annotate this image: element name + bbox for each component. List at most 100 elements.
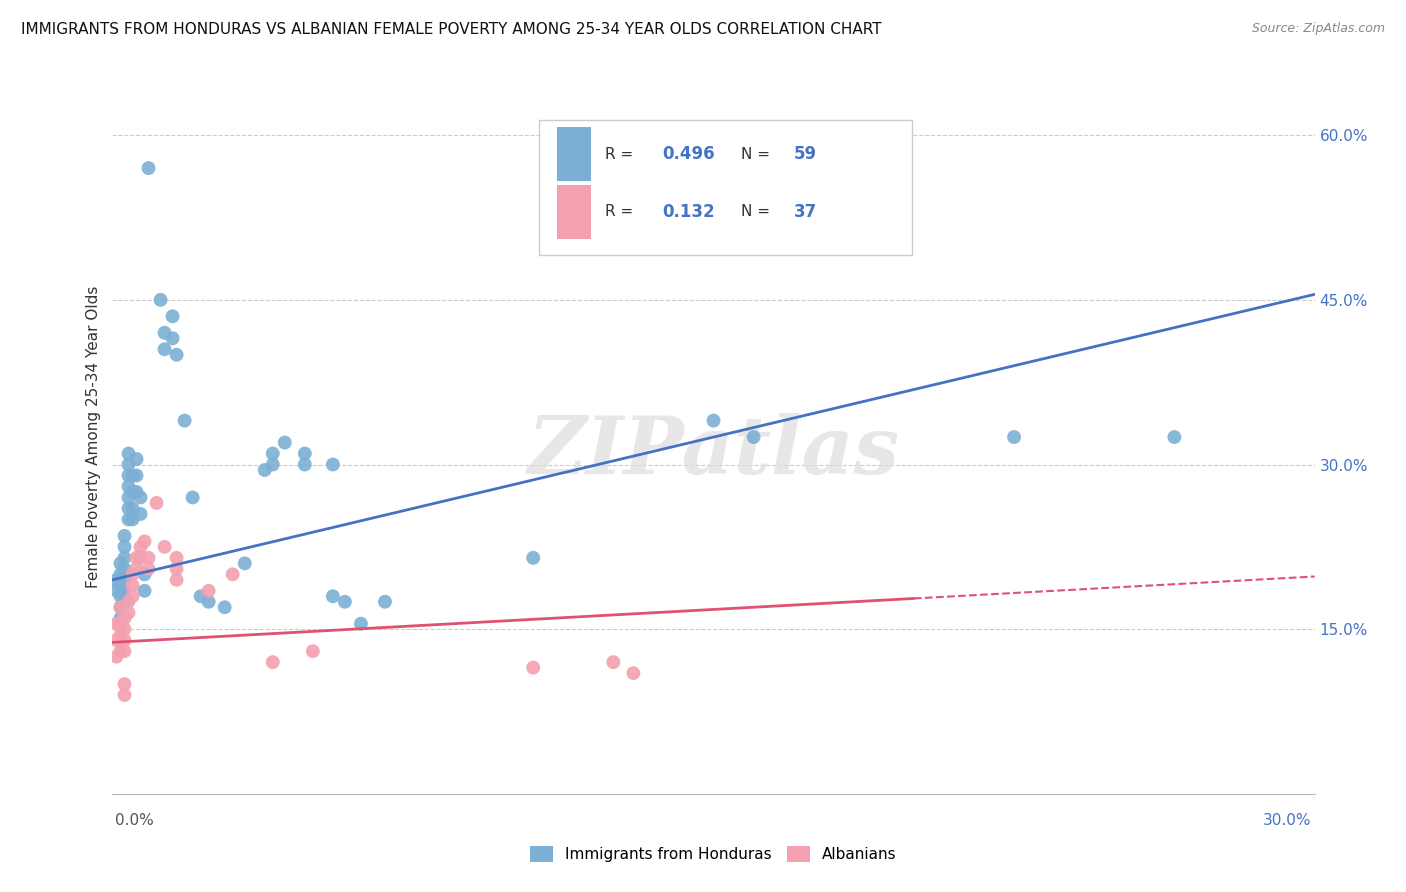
Point: [190, 589, 212, 603]
Point: [110, 600, 132, 615]
Point: [105, 649, 128, 664]
Text: 0.132: 0.132: [662, 203, 714, 221]
Point: [110, 644, 132, 658]
Point: [121, 485, 143, 500]
Point: [117, 491, 139, 505]
Point: [702, 414, 725, 428]
Point: [166, 348, 188, 362]
Point: [149, 293, 172, 307]
Point: [110, 589, 132, 603]
Bar: [557, 186, 591, 239]
Point: [322, 458, 344, 472]
Point: [114, 595, 136, 609]
Point: [166, 550, 188, 565]
Point: [162, 331, 184, 345]
Point: [197, 583, 219, 598]
Text: 59: 59: [794, 145, 817, 163]
Point: [294, 458, 316, 472]
Point: [110, 578, 132, 592]
Text: 37: 37: [794, 203, 817, 221]
Point: [117, 595, 139, 609]
Point: [233, 557, 256, 571]
Point: [162, 310, 184, 324]
Point: [129, 491, 152, 505]
Point: [166, 562, 188, 576]
Point: [121, 501, 143, 516]
Point: [138, 562, 160, 576]
Point: [121, 468, 143, 483]
Point: [262, 458, 284, 472]
Point: [117, 458, 139, 472]
Text: ZIPatlas: ZIPatlas: [527, 413, 900, 490]
Point: [110, 611, 132, 625]
Point: [302, 644, 325, 658]
Point: [125, 452, 148, 467]
Point: [1163, 430, 1185, 444]
Point: [129, 540, 152, 554]
Point: [214, 600, 236, 615]
Point: [117, 501, 139, 516]
Point: [125, 485, 148, 500]
Point: [333, 595, 356, 609]
Point: [110, 567, 132, 582]
Point: [110, 600, 132, 615]
Text: IMMIGRANTS FROM HONDURAS VS ALBANIAN FEMALE POVERTY AMONG 25-34 YEAR OLDS CORREL: IMMIGRANTS FROM HONDURAS VS ALBANIAN FEM…: [21, 22, 882, 37]
Point: [105, 583, 128, 598]
Text: R =: R =: [606, 204, 638, 219]
Point: [134, 567, 156, 582]
Point: [110, 616, 132, 631]
Text: 30.0%: 30.0%: [1264, 814, 1312, 828]
Point: [117, 446, 139, 460]
Point: [742, 430, 765, 444]
Point: [166, 573, 188, 587]
Point: [274, 435, 297, 450]
Y-axis label: Female Poverty Among 25-34 Year Olds: Female Poverty Among 25-34 Year Olds: [86, 286, 101, 588]
Point: [114, 550, 136, 565]
Point: [125, 562, 148, 576]
Point: [138, 550, 160, 565]
Point: [1002, 430, 1025, 444]
Point: [145, 496, 167, 510]
Point: [134, 583, 156, 598]
Point: [522, 550, 544, 565]
Point: [114, 573, 136, 587]
Point: [138, 161, 160, 175]
Point: [114, 644, 136, 658]
Point: [262, 655, 284, 669]
Text: Source: ZipAtlas.com: Source: ZipAtlas.com: [1251, 22, 1385, 36]
Text: R =: R =: [606, 146, 638, 161]
Point: [114, 622, 136, 636]
Point: [117, 479, 139, 493]
Point: [125, 550, 148, 565]
Point: [222, 567, 245, 582]
Point: [129, 507, 152, 521]
Text: N =: N =: [741, 204, 775, 219]
Point: [114, 529, 136, 543]
Point: [110, 557, 132, 571]
Point: [322, 589, 344, 603]
Text: N =: N =: [741, 146, 775, 161]
Point: [121, 512, 143, 526]
Point: [153, 343, 176, 357]
Point: [262, 446, 284, 460]
Point: [105, 573, 128, 587]
Point: [197, 595, 219, 609]
Point: [121, 567, 143, 582]
Point: [350, 616, 373, 631]
Point: [117, 468, 139, 483]
Point: [153, 326, 176, 340]
Text: 0.0%: 0.0%: [115, 814, 155, 828]
Text: 0.496: 0.496: [662, 145, 714, 163]
Point: [114, 677, 136, 691]
Point: [621, 666, 644, 681]
Point: [121, 589, 143, 603]
Point: [110, 628, 132, 642]
Point: [294, 446, 316, 460]
Point: [121, 578, 143, 592]
Point: [134, 534, 156, 549]
Point: [374, 595, 396, 609]
Point: [114, 562, 136, 576]
Point: [153, 540, 176, 554]
Point: [105, 633, 128, 648]
Point: [114, 611, 136, 625]
